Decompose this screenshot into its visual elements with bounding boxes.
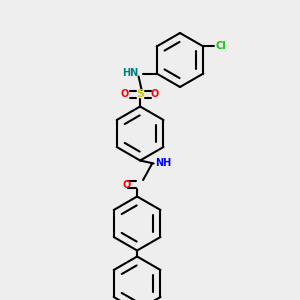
Text: S: S (136, 89, 144, 100)
Text: O: O (121, 89, 129, 100)
Text: O: O (151, 89, 159, 100)
Text: Cl: Cl (215, 41, 226, 52)
Text: NH: NH (155, 158, 171, 169)
Text: O: O (122, 179, 131, 190)
Text: HN: HN (122, 68, 139, 79)
